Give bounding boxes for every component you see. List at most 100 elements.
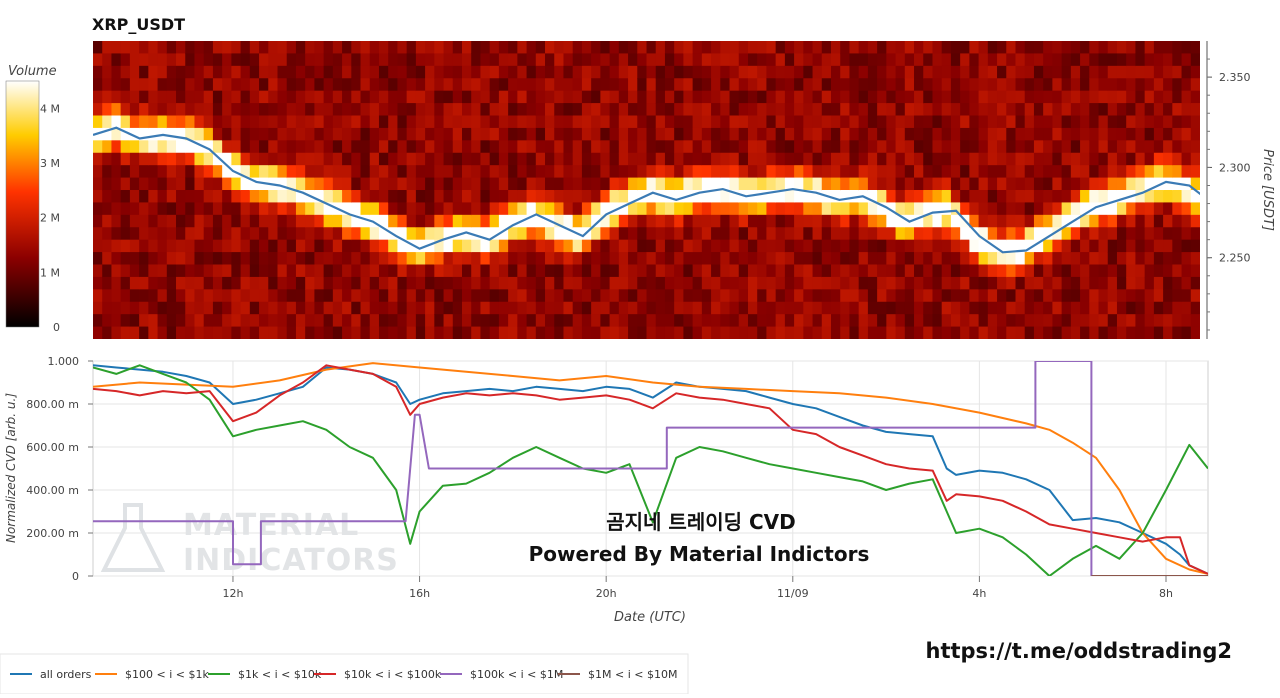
heatmap-cell [498,140,509,154]
telegram-link[interactable]: https://t.me/oddstrading2 [926,639,1233,663]
legend-label: all orders [40,668,92,681]
heatmap-cell [1144,264,1155,278]
legend-item[interactable]: $100 < i < $1k [95,668,209,681]
heatmap-cell [609,289,620,303]
heatmap-cell [508,90,518,104]
heatmap-cell [950,41,961,55]
heatmap-cell [711,276,721,290]
heatmap-cell [148,41,159,55]
heatmap-cell [185,115,196,129]
heatmap-cell [914,239,924,253]
heatmap-cell [960,90,970,104]
heatmap-cell [572,276,583,290]
heatmap-cell [471,252,482,266]
heatmap-cell [93,264,103,278]
legend-item[interactable]: all orders [10,668,92,681]
heatmap-cell [120,41,131,55]
heatmap-cell [120,140,131,154]
legend-item[interactable]: $1k < i < $10k [208,668,322,681]
heatmap-cell [1015,152,1026,166]
heatmap-cell [914,115,924,129]
heatmap-cell [203,53,214,67]
heatmap-cell [932,202,943,216]
heatmap-cell [867,252,878,266]
heatmap-cell [950,276,961,290]
heatmap-cell [1107,252,1118,266]
heatmap-cell [849,41,860,55]
heatmap-cell [1033,177,1044,191]
heatmap-cell [840,165,851,179]
heatmap-cell [867,165,878,179]
heatmap-cell [747,326,758,339]
heatmap-cell [775,276,786,290]
heatmap-cell [231,127,242,141]
heatmap-cell [766,127,777,141]
heatmap-cell [1006,140,1017,154]
heatmap-cell [535,190,546,204]
heatmap-cell [978,78,989,92]
heatmap-cell [526,41,537,55]
heatmap-cell [1015,53,1026,67]
heatmap-cell [194,177,205,191]
heatmap-cell [508,127,518,141]
heatmap-cell [1024,276,1035,290]
heatmap-cell [1098,90,1109,104]
heatmap-cell [1043,177,1053,191]
heatmap-cell [618,239,629,253]
heatmap-cell [194,115,205,129]
heatmap-cell [757,214,768,228]
heatmap-cell [1061,214,1072,228]
heatmap-cell [711,127,721,141]
heatmap-cell [157,202,168,216]
heatmap-cell [914,326,924,339]
heatmap-cell [452,78,463,92]
heatmap-cell [102,152,113,166]
heatmap-cell [1061,140,1072,154]
heatmap-cell [139,289,149,303]
heatmap-cell [840,190,851,204]
heatmap-cell [766,177,777,191]
heatmap-cell [434,65,445,79]
legend-item[interactable]: $1M < i < $10M [558,668,677,681]
heatmap-cell [738,264,749,278]
heatmap-cell [305,227,315,241]
heatmap-cell [305,289,315,303]
heatmap-cell [1033,239,1044,253]
heatmap-cell [747,115,758,129]
heatmap-cell [812,264,823,278]
heatmap-cell [314,214,325,228]
heatmap-cell [738,152,749,166]
heatmap-cell [701,78,712,92]
heatmap-cell [508,276,518,290]
heatmap-cell [1172,103,1183,117]
heatmap-cell [535,264,546,278]
heatmap-cell [941,301,952,315]
heatmap-cell [332,152,343,166]
heatmap-cell [388,264,399,278]
heatmap-cell [1107,41,1118,55]
heatmap-cell [535,252,546,266]
heatmap-cell [268,264,279,278]
heatmap-cell [1153,202,1164,216]
heatmap-cell [545,115,555,129]
heatmap-cell [1033,289,1044,303]
heatmap-cell [581,289,592,303]
heatmap-cell [277,53,288,67]
heatmap-cell [886,177,897,191]
heatmap-cell [286,190,297,204]
heatmap-cell [314,41,325,55]
heatmap-cell [323,65,334,79]
legend-item[interactable]: $10k < i < $100k [314,668,442,681]
heatmap-cell [462,103,472,117]
heatmap-cell [674,177,684,191]
heatmap-cell [895,214,906,228]
heatmap-cell [757,289,768,303]
heatmap-cell [434,78,445,92]
heatmap-cell [674,140,684,154]
heatmap-cell [332,227,343,241]
heatmap-cell [914,264,924,278]
heatmap-cell [1070,152,1081,166]
heatmap-cell [886,165,897,179]
heatmap-cell [1181,214,1192,228]
legend-item[interactable]: $100k < i < $1M [440,668,563,681]
